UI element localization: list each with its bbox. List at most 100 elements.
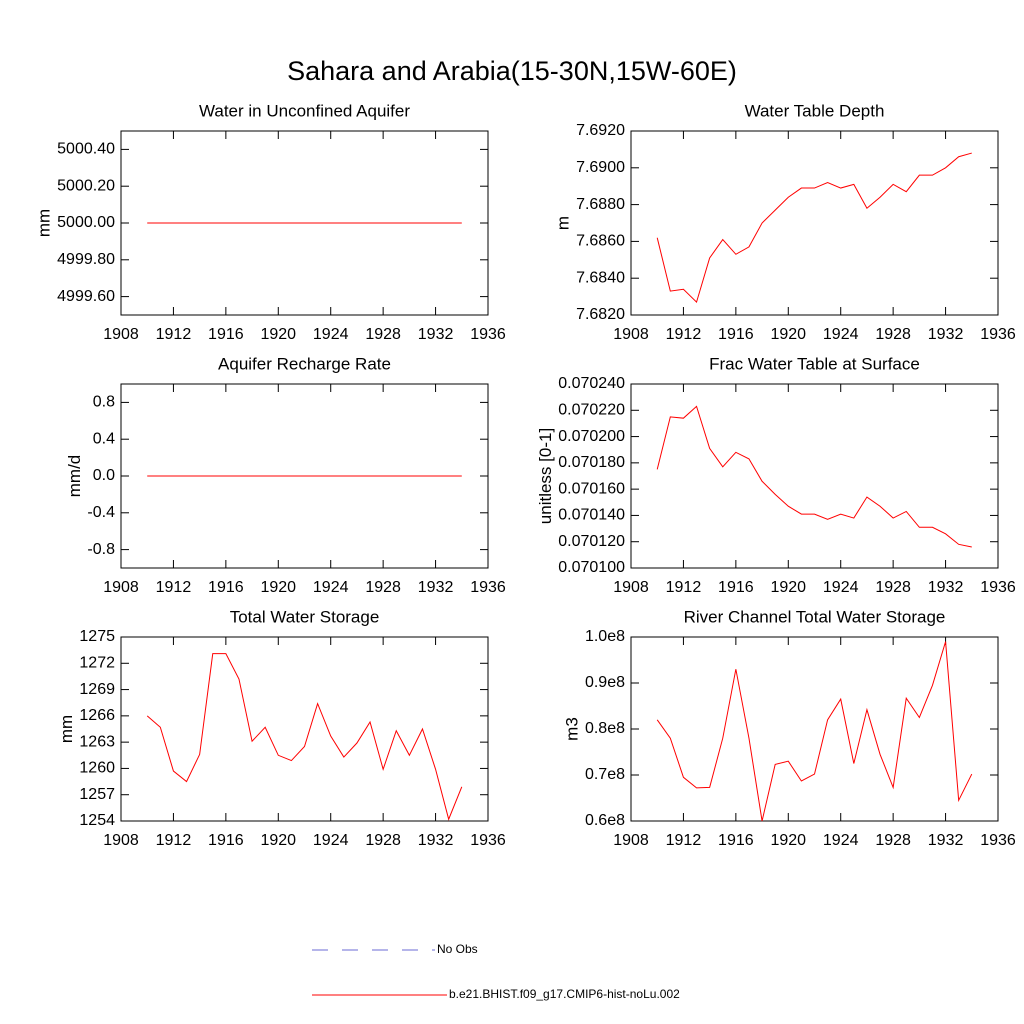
y-tick-label: 0.7e8 — [585, 766, 625, 783]
y-tick-label: 1.0e8 — [585, 628, 625, 645]
x-tick-label: 1908 — [103, 832, 139, 849]
x-tick-label: 1912 — [666, 579, 702, 596]
x-tick-label: 1932 — [418, 326, 454, 343]
y-tick-label: 0.6e8 — [585, 812, 625, 829]
x-tick-label: 1920 — [260, 579, 296, 596]
plot-frame — [630, 636, 999, 822]
x-tick-label: 1932 — [928, 832, 964, 849]
x-tick-label: 1916 — [718, 832, 754, 849]
x-tick-label: 1920 — [260, 832, 296, 849]
y-axis-label: mm — [57, 715, 76, 743]
x-tick-label: 1928 — [875, 579, 911, 596]
y-tick-label: 0.0 — [93, 467, 115, 484]
y-axis-label: mm/d — [65, 455, 84, 498]
panel-title: River Channel Total Water Storage — [684, 607, 946, 626]
y-tick-label: 0.4 — [93, 430, 115, 447]
x-tick-label: 1908 — [103, 326, 139, 343]
data-line — [656, 405, 972, 548]
x-tick-label: 1916 — [208, 832, 244, 849]
panel-title: Water Table Depth — [745, 101, 885, 120]
y-tick-label: 5000.00 — [57, 214, 115, 231]
y-tick-label: 0.070200 — [558, 428, 625, 445]
x-tick-label: 1912 — [666, 832, 702, 849]
x-tick-label: 1916 — [208, 326, 244, 343]
y-tick-label: 5000.40 — [57, 141, 115, 158]
legend-label: b.e21.BHIST.f09_g17.CMIP6-hist-noLu.002 — [449, 987, 680, 1001]
x-tick-label: 1912 — [666, 326, 702, 343]
x-tick-label: 1928 — [365, 579, 401, 596]
x-tick-label: 1932 — [418, 832, 454, 849]
x-tick-label: 1916 — [718, 579, 754, 596]
plot-frame — [120, 636, 489, 822]
x-tick-label: 1908 — [103, 579, 139, 596]
data-line — [146, 653, 463, 821]
y-tick-label: 0.070160 — [558, 480, 625, 497]
x-tick-label: 1936 — [470, 579, 506, 596]
x-tick-label: 1928 — [365, 326, 401, 343]
y-axis-label: m3 — [562, 717, 581, 741]
x-tick-label: 1936 — [470, 326, 506, 343]
y-tick-label: 0.070240 — [558, 375, 625, 392]
plot-frame — [630, 130, 999, 316]
y-tick-label: 1269 — [79, 681, 115, 698]
y-axis-label: mm — [35, 209, 54, 237]
y-tick-label: 1272 — [79, 655, 115, 672]
figure-title: Sahara and Arabia(15-30N,15W-60E) — [287, 56, 737, 86]
data-line — [656, 152, 972, 304]
panel-title: Total Water Storage — [230, 607, 380, 626]
x-tick-label: 1916 — [208, 579, 244, 596]
panel-title: Frac Water Table at Surface — [709, 354, 920, 373]
y-tick-label: 4999.60 — [57, 288, 115, 305]
y-tick-label: 7.6820 — [576, 306, 625, 323]
y-tick-label: -0.8 — [87, 541, 115, 558]
y-tick-label: 1257 — [79, 786, 115, 803]
y-tick-label: 0.070100 — [558, 559, 625, 576]
y-tick-label: 5000.20 — [57, 177, 115, 194]
x-tick-label: 1920 — [260, 326, 296, 343]
x-tick-label: 1908 — [613, 579, 649, 596]
panel-title: Water in Unconfined Aquifer — [199, 101, 410, 120]
x-tick-label: 1936 — [980, 832, 1016, 849]
x-tick-label: 1932 — [928, 579, 964, 596]
y-tick-label: 7.6840 — [576, 269, 625, 286]
plot-frame — [630, 383, 999, 569]
x-tick-label: 1924 — [823, 579, 859, 596]
x-tick-label: 1928 — [875, 832, 911, 849]
x-tick-label: 1932 — [418, 579, 454, 596]
y-tick-label: 0.070180 — [558, 454, 625, 471]
x-tick-label: 1928 — [365, 832, 401, 849]
y-axis-label: m — [554, 216, 573, 230]
x-tick-label: 1924 — [823, 832, 859, 849]
x-tick-label: 1920 — [770, 326, 806, 343]
x-tick-label: 1936 — [470, 832, 506, 849]
y-tick-label: 0.070220 — [558, 402, 625, 419]
y-tick-label: 0.070140 — [558, 507, 625, 524]
y-tick-label: 4999.80 — [57, 251, 115, 268]
y-tick-label: 7.6860 — [576, 233, 625, 250]
y-tick-label: 0.070120 — [558, 533, 625, 550]
x-tick-label: 1920 — [770, 579, 806, 596]
x-tick-label: 1936 — [980, 579, 1016, 596]
data-line — [656, 641, 973, 822]
x-tick-label: 1920 — [770, 832, 806, 849]
x-tick-label: 1924 — [313, 326, 349, 343]
x-tick-label: 1924 — [313, 579, 349, 596]
y-tick-label: 1275 — [79, 628, 115, 645]
y-tick-label: 0.9e8 — [585, 674, 625, 691]
panel-title: Aquifer Recharge Rate — [218, 354, 391, 373]
x-tick-label: 1908 — [613, 832, 649, 849]
y-tick-label: 1260 — [79, 760, 115, 777]
y-tick-label: 1263 — [79, 733, 115, 750]
x-tick-label: 1912 — [156, 832, 192, 849]
y-tick-label: 0.8e8 — [585, 720, 625, 737]
x-tick-label: 1916 — [718, 326, 754, 343]
y-tick-label: 1266 — [79, 707, 115, 724]
y-tick-label: -0.4 — [87, 504, 115, 521]
y-tick-label: 1254 — [79, 812, 115, 829]
x-tick-label: 1912 — [156, 579, 192, 596]
y-tick-label: 7.6920 — [576, 122, 625, 139]
x-tick-label: 1912 — [156, 326, 192, 343]
y-tick-label: 7.6900 — [576, 159, 625, 176]
x-tick-label: 1932 — [928, 326, 964, 343]
